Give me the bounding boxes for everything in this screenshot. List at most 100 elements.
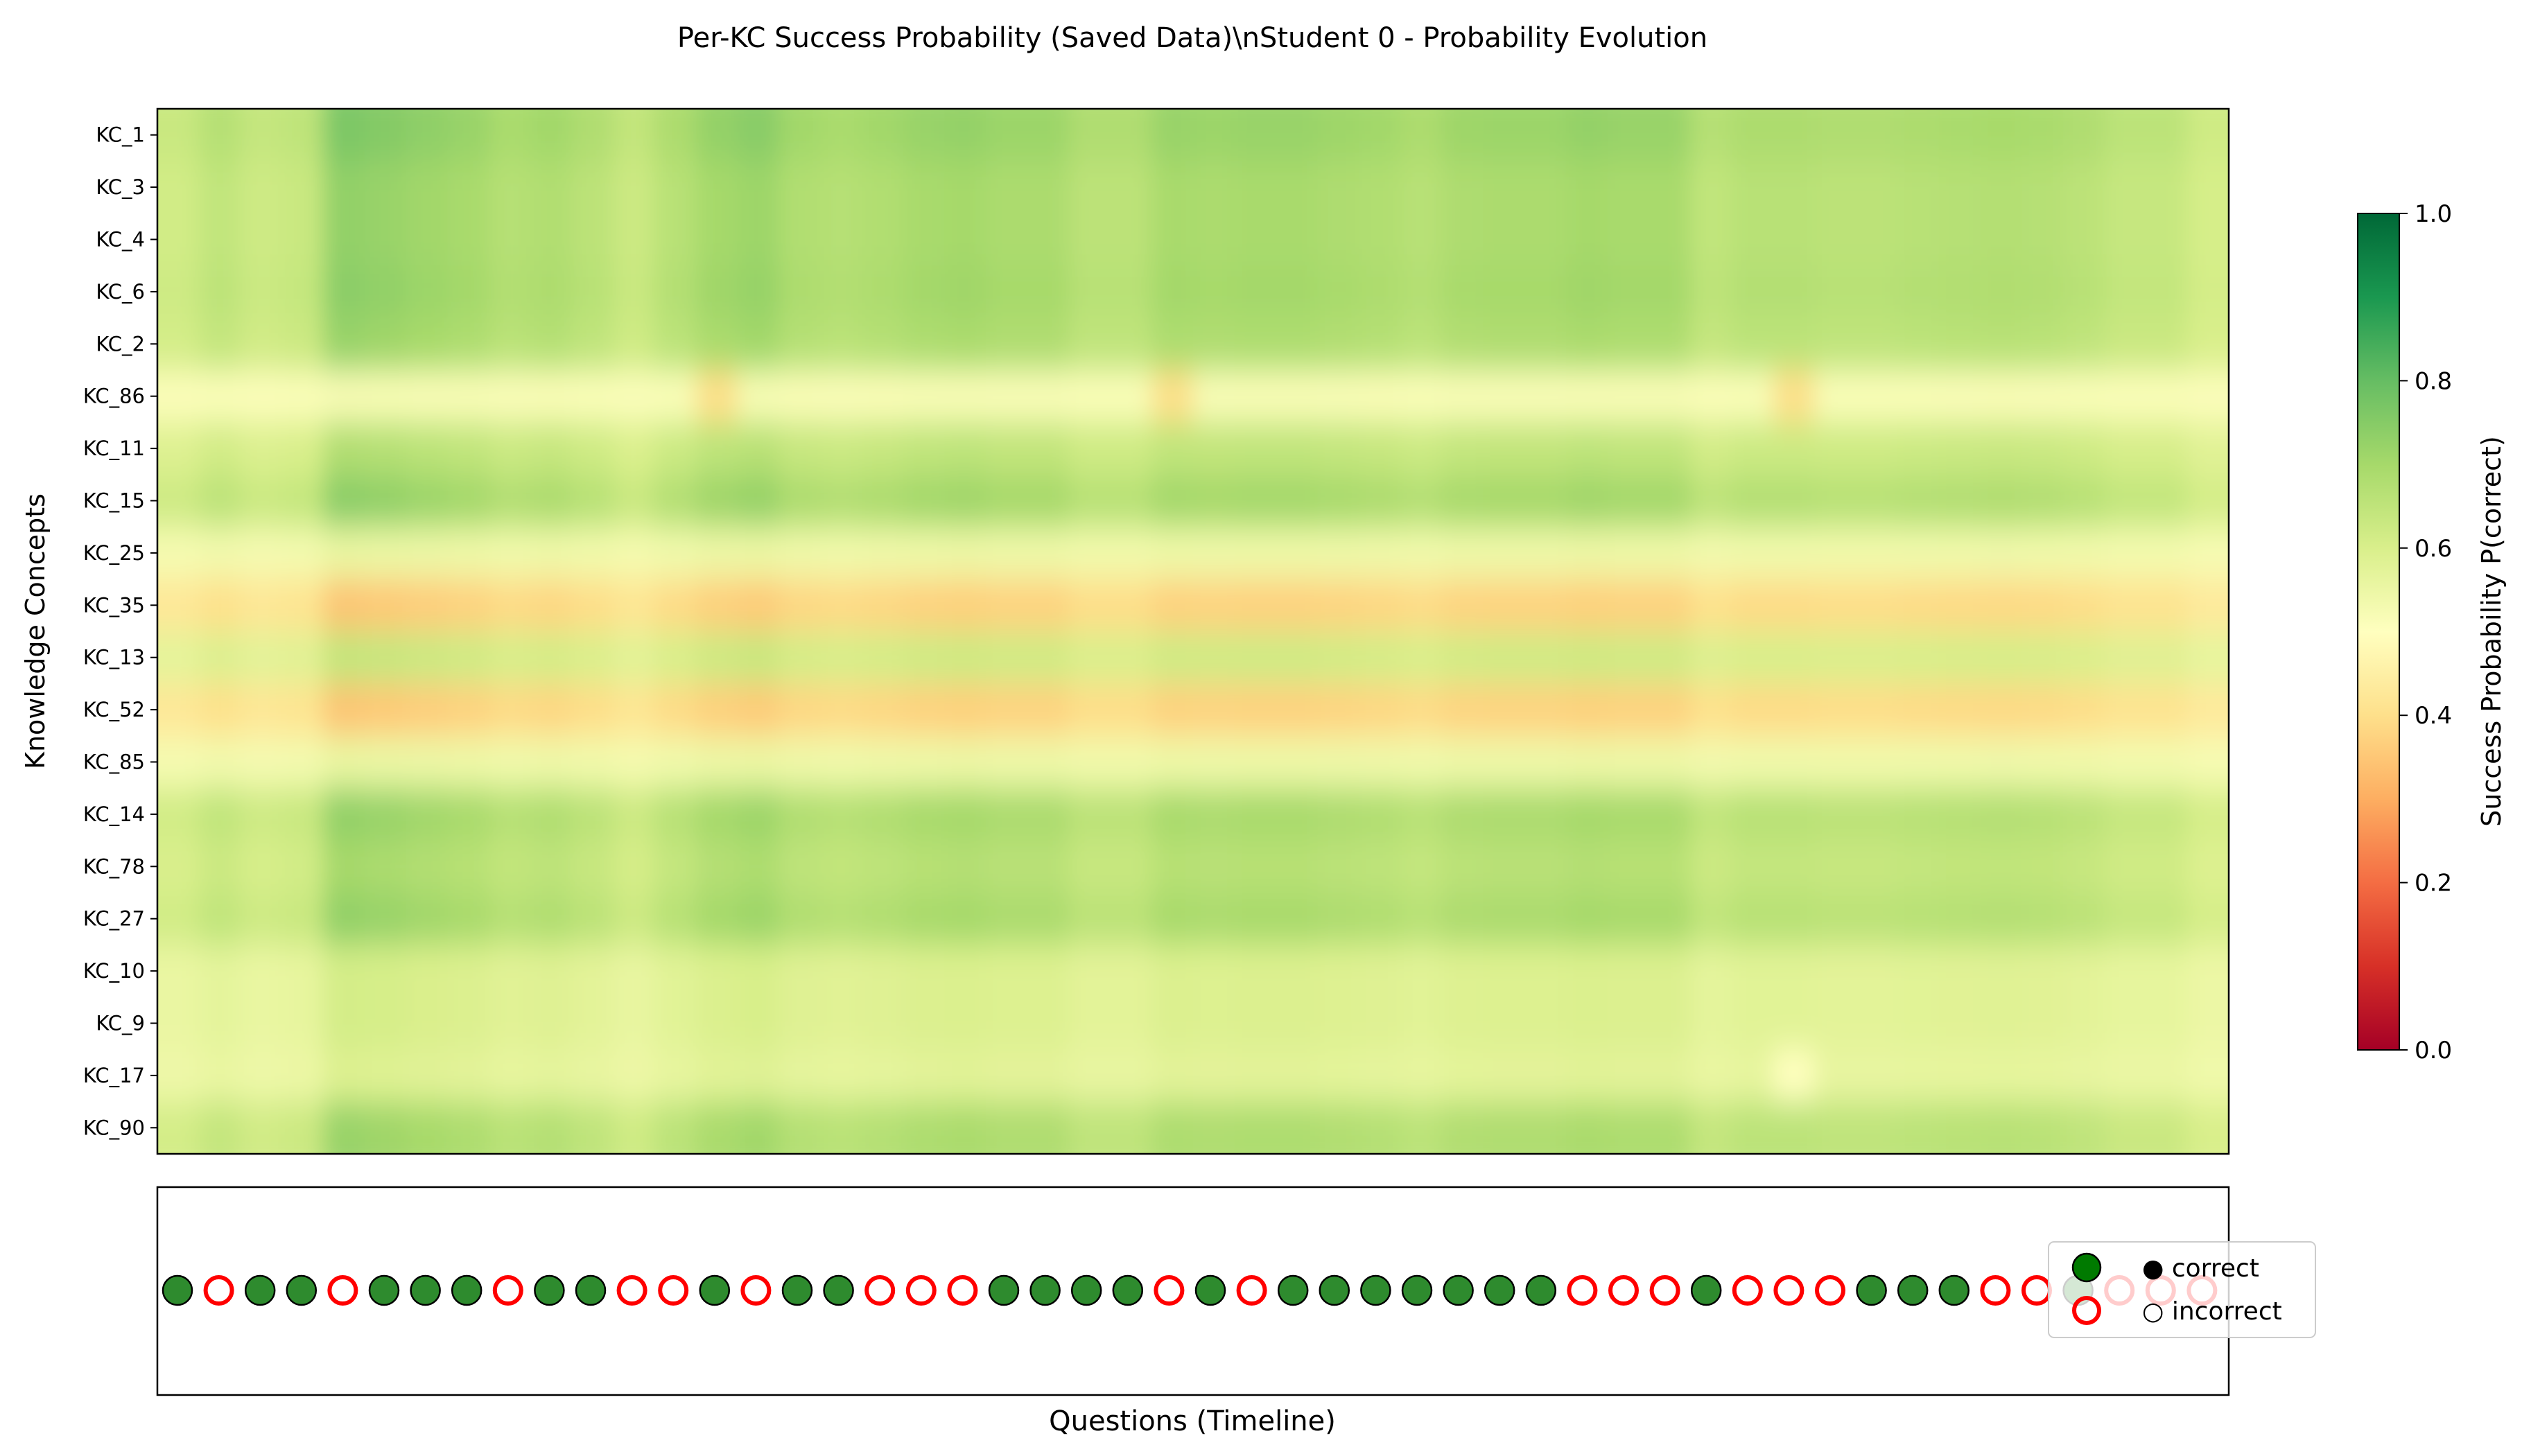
heatmap-cell xyxy=(613,527,656,580)
heatmap-cell xyxy=(489,109,531,162)
heatmap-cell xyxy=(1856,579,1898,632)
heatmap-cell xyxy=(157,213,200,267)
heatmap-cell xyxy=(2104,370,2147,423)
heatmap-cell xyxy=(779,370,821,423)
heatmap-cell xyxy=(613,474,656,528)
heatmap-cell xyxy=(1234,840,1277,893)
heatmap-cell xyxy=(903,109,946,162)
colorbar-gradient xyxy=(2357,213,2400,1051)
heatmap-cell xyxy=(779,109,821,162)
heatmap-cell xyxy=(1151,527,1194,580)
heatmap-cell xyxy=(406,893,449,946)
heatmap-cell xyxy=(198,213,241,267)
heatmap-cell xyxy=(447,161,490,214)
heatmap-cell xyxy=(489,788,531,841)
heatmap-cell xyxy=(1938,1101,1981,1154)
heatmap-cell xyxy=(1483,527,1526,580)
heatmap-cell xyxy=(1980,735,2023,789)
heatmap-cell xyxy=(2104,213,2147,267)
heatmap-cell xyxy=(779,683,821,737)
heatmap-cell xyxy=(2146,422,2189,475)
heatmap-cell xyxy=(1441,788,1484,841)
heatmap-cell xyxy=(2104,579,2147,632)
heatmap-cell xyxy=(654,1101,697,1154)
heatmap-cell xyxy=(1649,788,1692,841)
heatmap-cell xyxy=(1276,683,1319,737)
heatmap-cell xyxy=(944,370,987,423)
heatmap-cell xyxy=(861,109,904,162)
heatmap-cell xyxy=(406,370,449,423)
heatmap-cell xyxy=(2146,109,2189,162)
heatmap-cell xyxy=(406,997,449,1051)
heatmap-cell xyxy=(1980,579,2023,632)
heatmap-cell xyxy=(986,370,1028,423)
heatmap-cell xyxy=(1317,161,1360,214)
heatmap-cell xyxy=(2021,683,2064,737)
heatmap-cell xyxy=(1027,527,1070,580)
heatmap-cell xyxy=(903,683,946,737)
heatmap-cell xyxy=(903,265,946,319)
heatmap-cell xyxy=(571,735,614,789)
heatmap-cell xyxy=(489,422,531,475)
heatmap-cell xyxy=(820,1049,862,1103)
heatmap-cell xyxy=(1151,683,1194,737)
heatmap-cell xyxy=(323,422,365,475)
heatmap-cell xyxy=(406,579,449,632)
heatmap-cell xyxy=(2021,527,2064,580)
heatmap-cell xyxy=(157,1101,200,1154)
response-incorrect xyxy=(1732,1275,1763,1306)
heatmap-cell xyxy=(1607,109,1650,162)
heatmap-cell xyxy=(861,474,904,528)
heatmap-cell xyxy=(779,213,821,267)
response-correct xyxy=(244,1274,276,1306)
heatmap-cell xyxy=(489,631,531,685)
heatmap-cell xyxy=(944,840,987,893)
heatmap-cell xyxy=(1234,527,1277,580)
heatmap-cell xyxy=(1110,788,1153,841)
heatmap-cell xyxy=(1980,1101,2023,1154)
response-correct xyxy=(1856,1274,1887,1306)
heatmap-cell xyxy=(2021,317,2064,371)
heatmap-cell xyxy=(489,893,531,946)
heatmap-cell xyxy=(489,840,531,893)
heatmap-cell xyxy=(1980,213,2023,267)
heatmap-cell xyxy=(1317,840,1360,893)
heatmap-cell xyxy=(1980,527,2023,580)
chart-title: Per-KC Success Probability (Saved Data)\… xyxy=(677,22,1707,54)
heatmap-cell xyxy=(1483,213,1526,267)
heatmap-cell xyxy=(1151,840,1194,893)
heatmap-cell xyxy=(1193,527,1235,580)
heatmap-cell xyxy=(198,1049,241,1103)
heatmap-cell xyxy=(1649,474,1692,528)
heatmap-cell xyxy=(861,945,904,998)
heatmap-cell xyxy=(323,474,365,528)
heatmap-cell xyxy=(1359,370,1401,423)
heatmap-cell xyxy=(1524,579,1567,632)
heatmap-cell xyxy=(1400,109,1443,162)
heatmap-cell xyxy=(323,317,365,371)
heatmap-cell xyxy=(1814,265,1857,319)
heatmap-cell xyxy=(240,840,283,893)
heatmap-cell xyxy=(571,631,614,685)
heatmap-cell xyxy=(1027,370,1070,423)
heatmap-cell xyxy=(1980,893,2023,946)
heatmap-cell xyxy=(1276,893,1319,946)
heatmap-cell xyxy=(695,265,738,319)
heatmap-cell xyxy=(2187,527,2229,580)
heatmap-cell xyxy=(779,788,821,841)
heatmap-cell xyxy=(1027,213,1070,267)
heatmap-cell xyxy=(447,213,490,267)
heatmap-cell xyxy=(323,631,365,685)
heatmap-cell xyxy=(820,788,862,841)
heatmap-cell xyxy=(1856,474,1898,528)
heatmap-cell xyxy=(1400,1101,1443,1154)
heatmap-cell xyxy=(1400,788,1443,841)
heatmap-cell xyxy=(281,474,324,528)
heatmap-cell xyxy=(2146,474,2189,528)
response-correct xyxy=(1401,1274,1433,1306)
heatmap-cell xyxy=(2062,161,2105,214)
heatmap-cell xyxy=(1068,474,1111,528)
heatmap-cell xyxy=(1565,527,1608,580)
heatmap-cell xyxy=(198,161,241,214)
heatmap-cell xyxy=(1483,109,1526,162)
